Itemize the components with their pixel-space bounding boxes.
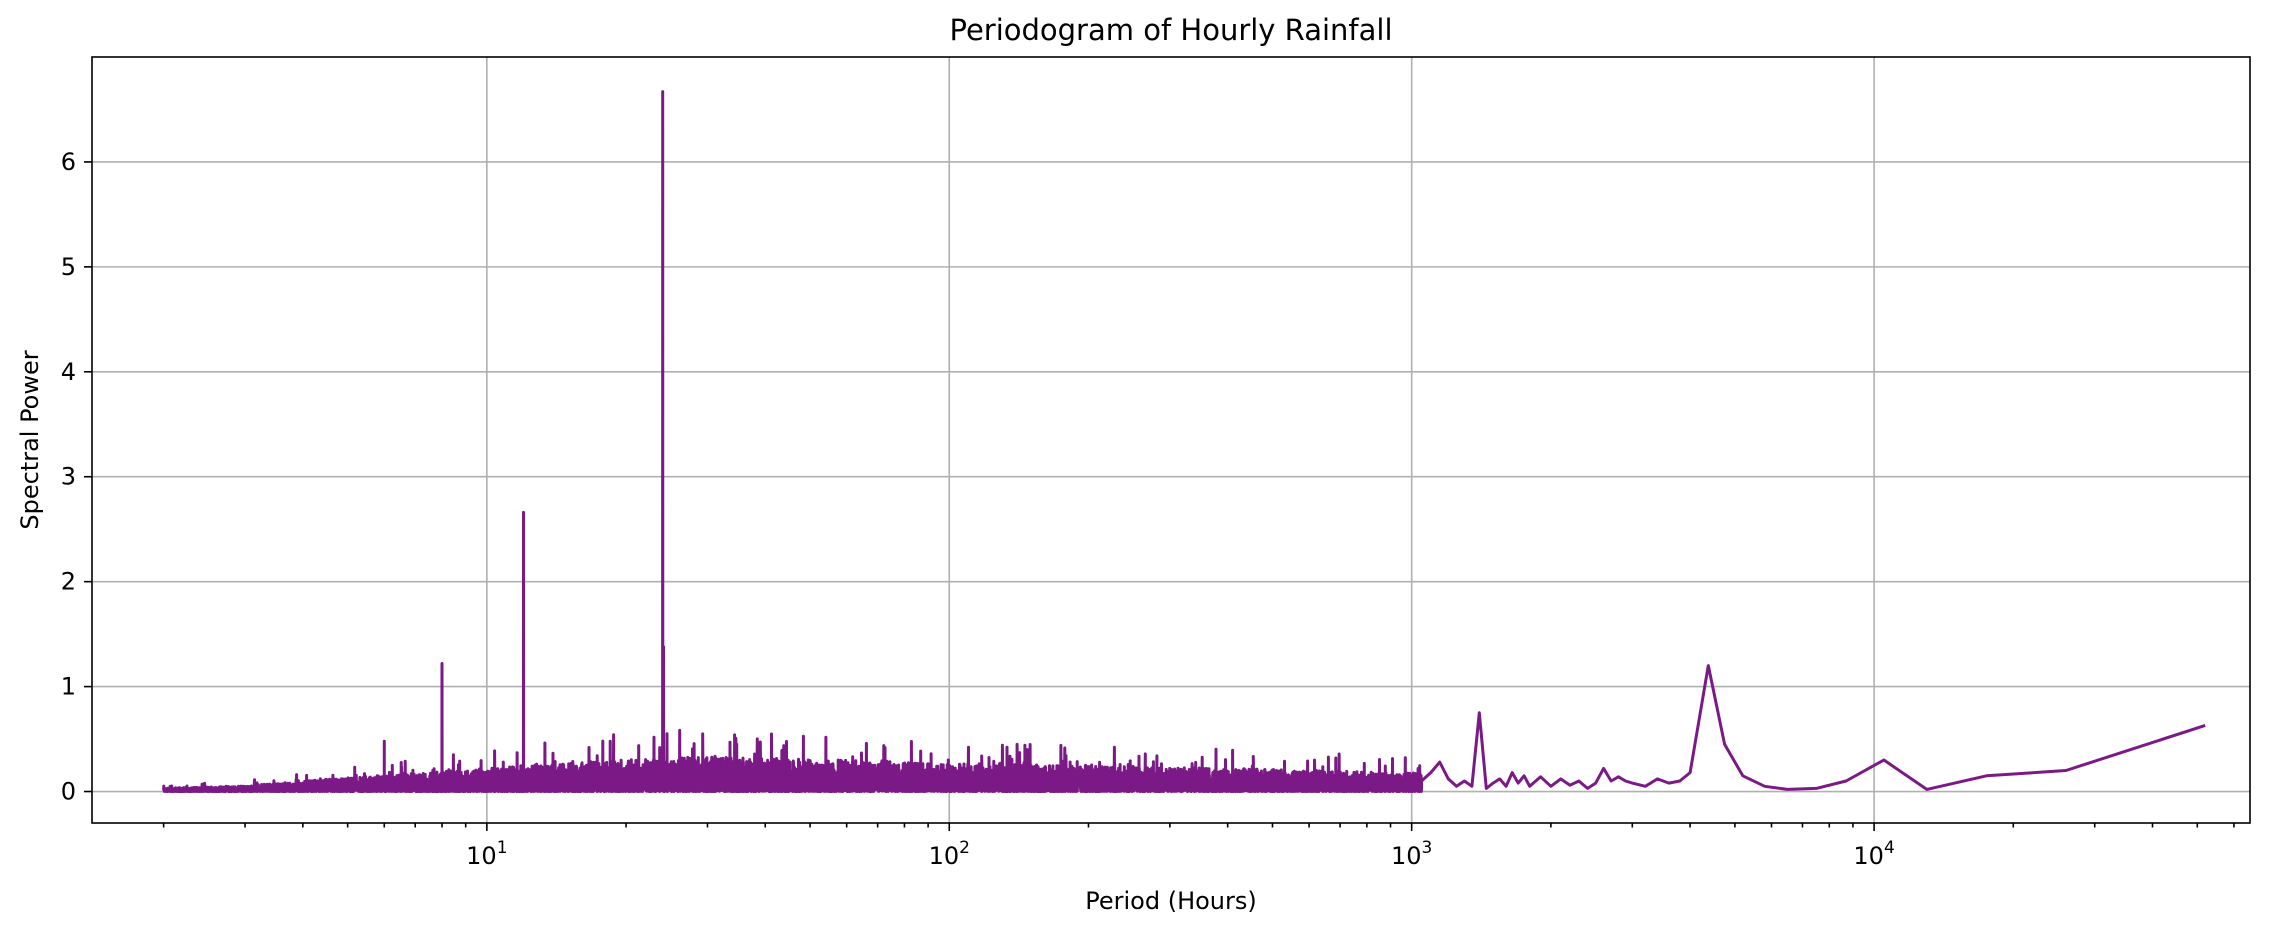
y-axis-label: Spectral Power bbox=[16, 350, 44, 529]
x-tick-exponent: 2 bbox=[959, 838, 970, 858]
x-tick-base: 10 bbox=[1853, 842, 1884, 870]
x-tick-base: 10 bbox=[929, 842, 960, 870]
y-tick-label: 0 bbox=[61, 778, 76, 806]
x-tick-base: 10 bbox=[1391, 842, 1422, 870]
x-tick-exponent: 1 bbox=[497, 838, 508, 858]
x-tick-label: 102 bbox=[929, 838, 970, 870]
y-tick-label: 3 bbox=[61, 463, 76, 491]
x-tick-label: 104 bbox=[1853, 838, 1894, 870]
y-tick-label: 2 bbox=[61, 568, 76, 596]
y-tick-label: 1 bbox=[61, 673, 76, 701]
y-tick-label: 5 bbox=[61, 253, 76, 281]
x-axis: 101 102 103 104 bbox=[466, 823, 1895, 870]
x-axis-label: Period (Hours) bbox=[1085, 887, 1257, 915]
x-tick-label: 101 bbox=[466, 838, 507, 870]
plot-area bbox=[162, 90, 2206, 793]
periodogram-noise-line bbox=[162, 90, 1423, 793]
x-tick-exponent: 3 bbox=[1422, 838, 1433, 858]
minor-ticks bbox=[162, 823, 2235, 828]
chart-title: Periodogram of Hourly Rainfall bbox=[949, 13, 1392, 47]
y-axis: 0 1 2 3 4 5 6 bbox=[61, 148, 92, 806]
y-tick-label: 4 bbox=[61, 358, 76, 386]
y-tick-label: 6 bbox=[61, 148, 76, 176]
x-tick-base: 10 bbox=[466, 842, 497, 870]
periodogram-tail-line bbox=[1420, 664, 2206, 791]
axes-frame bbox=[91, 56, 2251, 824]
x-tick-label: 103 bbox=[1391, 838, 1432, 870]
x-tick-exponent: 4 bbox=[1884, 838, 1895, 858]
grid-lines bbox=[92, 57, 2250, 823]
